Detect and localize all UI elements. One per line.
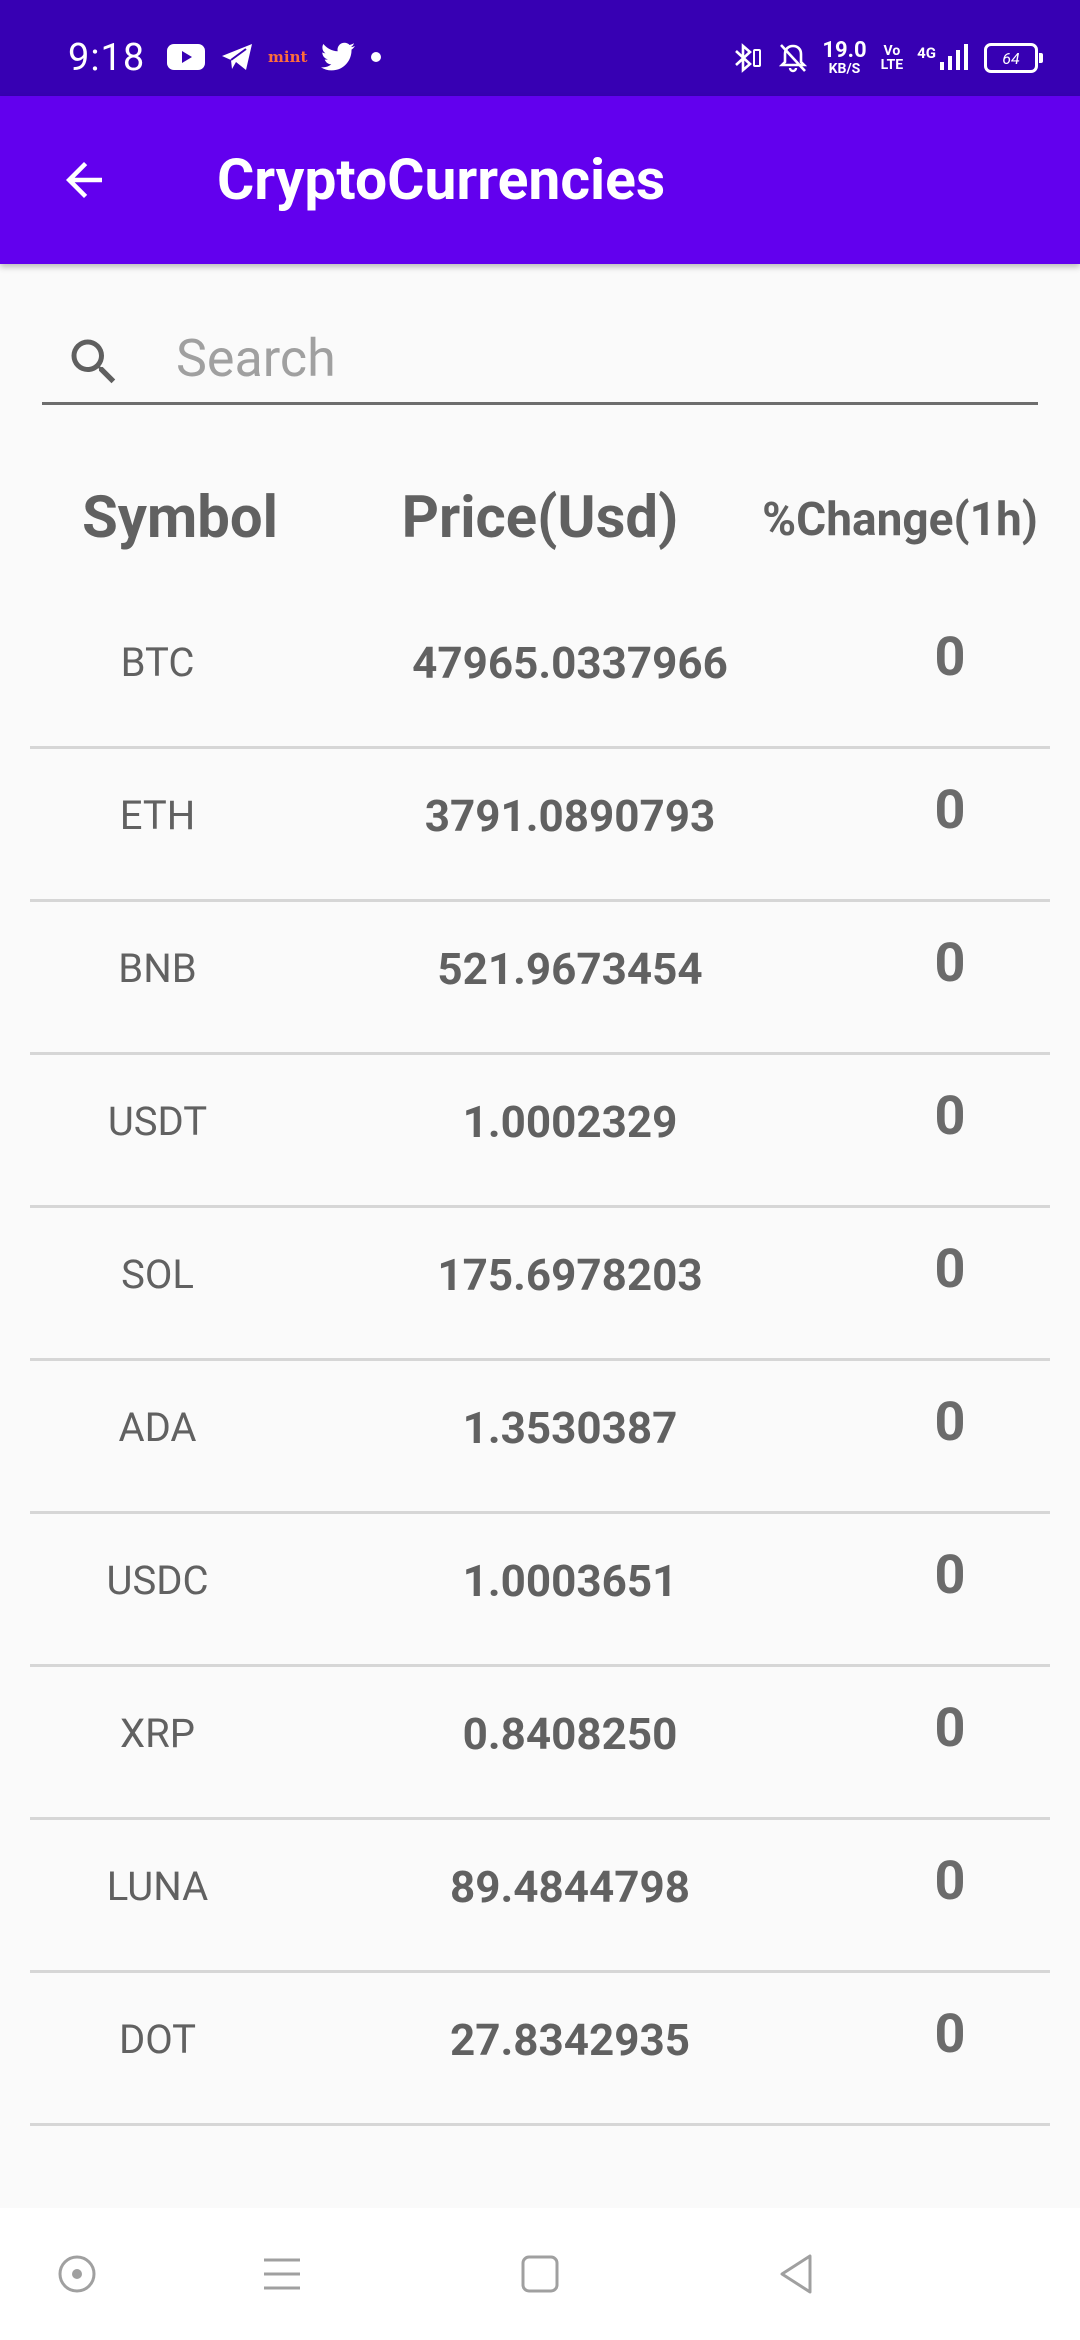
row-symbol: LUNA: [106, 1863, 209, 1910]
row-symbol: USDC: [106, 1557, 209, 1604]
table-row[interactable]: ETH 3791.0890793 0: [30, 749, 1050, 902]
row-symbol: SOL: [121, 1251, 194, 1298]
search-icon: [71, 339, 116, 384]
notification-icons: mint: [166, 42, 382, 72]
table-row[interactable]: USDT 1.0002329 0: [30, 1055, 1050, 1208]
bluetooth-icon: [735, 43, 762, 73]
table-header: Symbol Price(Usd) %Change(1h): [0, 470, 1080, 566]
app-bar: CryptoCurrencies: [0, 96, 1080, 264]
system-nav-bar: [0, 2208, 1080, 2340]
assistant-button[interactable]: [47, 2244, 107, 2304]
row-change: 0: [934, 1697, 966, 1760]
more-notifications-icon: [371, 52, 382, 62]
search-bar: [42, 318, 1038, 405]
signal-icon: 4G: [917, 44, 970, 72]
table-row[interactable]: BNB 521.9673454 0: [30, 902, 1050, 1055]
table-row[interactable]: SOL 175.6978203 0: [30, 1208, 1050, 1361]
column-header-change: %Change(1h): [762, 493, 1038, 547]
table-row[interactable]: LUNA 89.4844798 0: [30, 1820, 1050, 1973]
row-price: 89.4844798: [450, 1861, 690, 1913]
arrow-back-icon: [66, 162, 102, 198]
square-icon: [521, 2255, 559, 2293]
mute-bell-icon: [779, 44, 808, 73]
row-symbol: USDT: [107, 1098, 208, 1145]
row-price: 521.9673454: [437, 943, 703, 995]
row-price: 1.0002329: [462, 1096, 678, 1148]
row-change: 0: [934, 1238, 966, 1301]
back-nav-button[interactable]: [766, 2244, 826, 2304]
youtube-icon: [167, 44, 205, 70]
home-button[interactable]: [510, 2244, 570, 2304]
row-change: 0: [934, 1850, 966, 1913]
network-speed: 19.0 KB/S: [822, 38, 867, 77]
table-row[interactable]: XRP 0.8408250 0: [30, 1667, 1050, 1820]
back-button[interactable]: [44, 140, 124, 220]
twitter-icon: [321, 42, 356, 71]
page-title: CryptoCurrencies: [217, 146, 666, 213]
table-row[interactable]: DOT 27.8342935 0: [30, 1973, 1050, 2126]
row-change: 0: [934, 626, 966, 689]
triangle-back-icon: [780, 2254, 812, 2294]
row-price: 27.8342935: [450, 2014, 690, 2066]
column-header-symbol: Symbol: [82, 484, 278, 552]
row-change: 0: [934, 1544, 966, 1607]
table-row[interactable]: ADA 1.3530387 0: [30, 1361, 1050, 1514]
status-time: 9:18: [68, 36, 146, 80]
table-row[interactable]: USDC 1.0003651 0: [30, 1514, 1050, 1667]
column-header-price: Price(Usd): [401, 484, 679, 552]
row-price: 175.6978203: [437, 1249, 703, 1301]
row-change: 0: [934, 2003, 966, 2066]
row-symbol: BNB: [118, 945, 197, 992]
row-symbol: XRP: [120, 1710, 195, 1757]
row-change: 0: [934, 932, 966, 995]
row-change: 0: [934, 779, 966, 842]
row-symbol: ADA: [118, 1404, 197, 1451]
row-price: 0.8408250: [462, 1708, 678, 1760]
status-bar: 9:18 mint 19.0 KB/S Vo LTE 4G 64: [0, 0, 1080, 96]
menu-button[interactable]: [252, 2244, 312, 2304]
row-price: 1.3530387: [462, 1402, 678, 1454]
row-price: 3791.0890793: [424, 790, 716, 842]
mint-icon: mint: [268, 48, 308, 66]
row-change: 0: [934, 1085, 966, 1148]
row-symbol: DOT: [118, 2016, 197, 2063]
row-price: 47965.0337966: [412, 637, 728, 689]
volte-indicator: Vo LTE: [880, 43, 904, 73]
search-input[interactable]: [176, 326, 1016, 390]
system-icons: 19.0 KB/S Vo LTE 4G 64: [730, 38, 1043, 77]
telegram-icon: [222, 44, 252, 70]
row-symbol: BTC: [120, 639, 195, 686]
circle-dot-icon: [58, 2255, 96, 2293]
row-price: 1.0003651: [462, 1555, 678, 1607]
menu-icon: [264, 2258, 300, 2290]
crypto-list: BTC 47965.0337966 0 ETH 3791.0890793 0 B…: [30, 596, 1050, 2126]
row-change: 0: [934, 1391, 966, 1454]
battery-icon: 64: [984, 43, 1043, 73]
row-symbol: ETH: [119, 792, 196, 839]
table-row[interactable]: BTC 47965.0337966 0: [30, 596, 1050, 749]
